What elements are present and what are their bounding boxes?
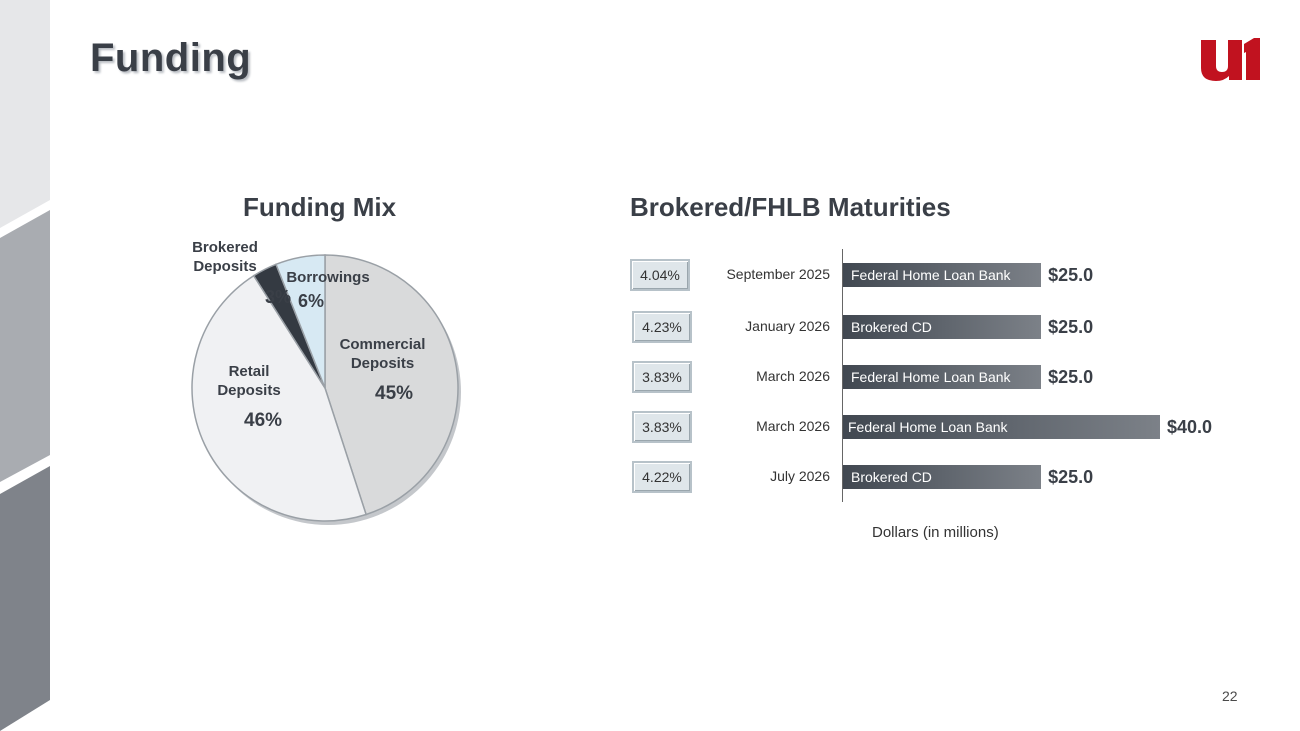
pie-label-commercial-line1: Commercial [339, 336, 426, 353]
rate-box: 3.83% [632, 411, 692, 443]
rate-box: 3.83% [632, 361, 692, 393]
pie-pct-brokered: 3% [265, 287, 292, 307]
pie-label-commercial: Commercial Deposits [330, 335, 435, 373]
funding-mix-title: Funding Mix [243, 192, 397, 222]
maturity-bar [843, 415, 1160, 439]
pie-label-retail-line1: Retail [228, 363, 270, 380]
rate-box: 4.04% [630, 259, 690, 291]
pie-pct-retail: 46% [244, 410, 283, 431]
bar-inner-label: Federal Home Loan Bank [851, 267, 1011, 283]
bar-inner-label: Brokered CD [851, 319, 932, 335]
pie-pct-commercial: 45% [375, 383, 414, 404]
category-label: March 2026 [756, 368, 830, 384]
company-logo-icon [1201, 38, 1260, 81]
page-number: 22 [1222, 688, 1238, 704]
page-title: Funding [90, 36, 252, 80]
bar-inner-label: Federal Home Loan Bank [848, 419, 1008, 435]
maturity-bar [843, 365, 1042, 389]
rate-box: 4.22% [632, 461, 692, 493]
pie-slice-retail [191, 274, 368, 522]
pie-label-brokered: Brokered Deposits [180, 238, 270, 276]
pie-label-borrowings: Borrowings [286, 269, 370, 286]
bar-inner-label: Brokered CD [851, 469, 932, 485]
bar-value-label: $25.0 [1048, 265, 1094, 285]
pie-pct-borrowings: 6% [298, 291, 325, 311]
left-decorative-panel [0, 0, 50, 731]
pie-label-brokered-line1: Brokered [192, 239, 258, 256]
category-label: March 2026 [756, 418, 830, 434]
category-label: September 2025 [726, 266, 830, 282]
panel-segment-top [0, 0, 50, 228]
panel-segment-mid [0, 210, 50, 482]
pie-label-commercial-line2: Deposits [350, 355, 415, 372]
pie-label-retail: Retail Deposits [205, 362, 293, 400]
maturities-title: Brokered/FHLB Maturities [630, 192, 951, 222]
bar-value-label: $25.0 [1048, 317, 1094, 337]
maturity-bar [843, 315, 1042, 339]
panel-segment-bottom [0, 466, 50, 731]
logo-u-shape [1201, 40, 1242, 81]
bar-chart-xlabel: Dollars (in millions) [872, 524, 999, 541]
bar-value-label: $25.0 [1048, 467, 1094, 487]
bar-inner-label: Federal Home Loan Bank [851, 369, 1011, 385]
bar-value-label: $25.0 [1048, 367, 1094, 387]
pie-slice-borrowings [275, 254, 326, 389]
pie-slice-commercial [324, 254, 459, 516]
bar-value-label: $40.0 [1167, 417, 1213, 437]
funding-mix-pie-chart [191, 254, 461, 525]
pie-label-brokered-line2: Deposits [193, 258, 257, 275]
bar-chart-axis [842, 249, 843, 502]
logo-one-shape [1244, 38, 1260, 80]
category-label: July 2026 [770, 468, 830, 484]
rate-box: 4.23% [632, 311, 692, 343]
maturity-bar [843, 465, 1042, 489]
pie-label-retail-line2: Deposits [217, 382, 281, 399]
category-label: January 2026 [745, 318, 830, 334]
maturity-bar [843, 263, 1042, 287]
